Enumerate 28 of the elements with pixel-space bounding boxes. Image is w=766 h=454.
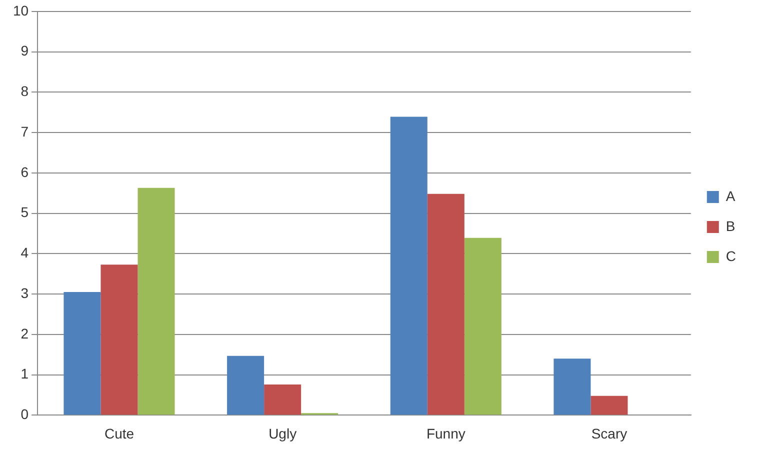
bar [390, 116, 428, 415]
y-tick-label: 7 [20, 123, 29, 140]
bar [464, 238, 502, 415]
legend-label: C [726, 248, 736, 264]
x-tick-label: Scary [591, 425, 628, 442]
y-tick-label: 6 [20, 164, 29, 180]
bar [64, 292, 101, 415]
y-tick-label: 10 [12, 2, 29, 18]
bar [427, 194, 464, 415]
x-tick-label: Funny [426, 425, 466, 442]
bar [138, 188, 175, 415]
legend-label: B [726, 218, 736, 234]
x-tick-label: Ugly [268, 425, 297, 442]
legend-label: A [726, 188, 736, 204]
y-tick-label: 0 [20, 406, 29, 422]
bar [227, 356, 264, 415]
y-tick-label: 2 [20, 325, 29, 342]
bar [590, 396, 628, 415]
y-tick-label: 3 [20, 284, 29, 301]
y-tick-label: 4 [20, 244, 29, 261]
x-tick-label: Cute [104, 425, 134, 442]
bar [554, 358, 591, 415]
bar [264, 384, 302, 415]
y-tick-label: 8 [20, 83, 29, 100]
bar [100, 264, 138, 415]
y-tick-label: 1 [20, 366, 29, 382]
y-tick-label: 5 [20, 204, 29, 220]
y-tick-label: 9 [20, 42, 29, 59]
